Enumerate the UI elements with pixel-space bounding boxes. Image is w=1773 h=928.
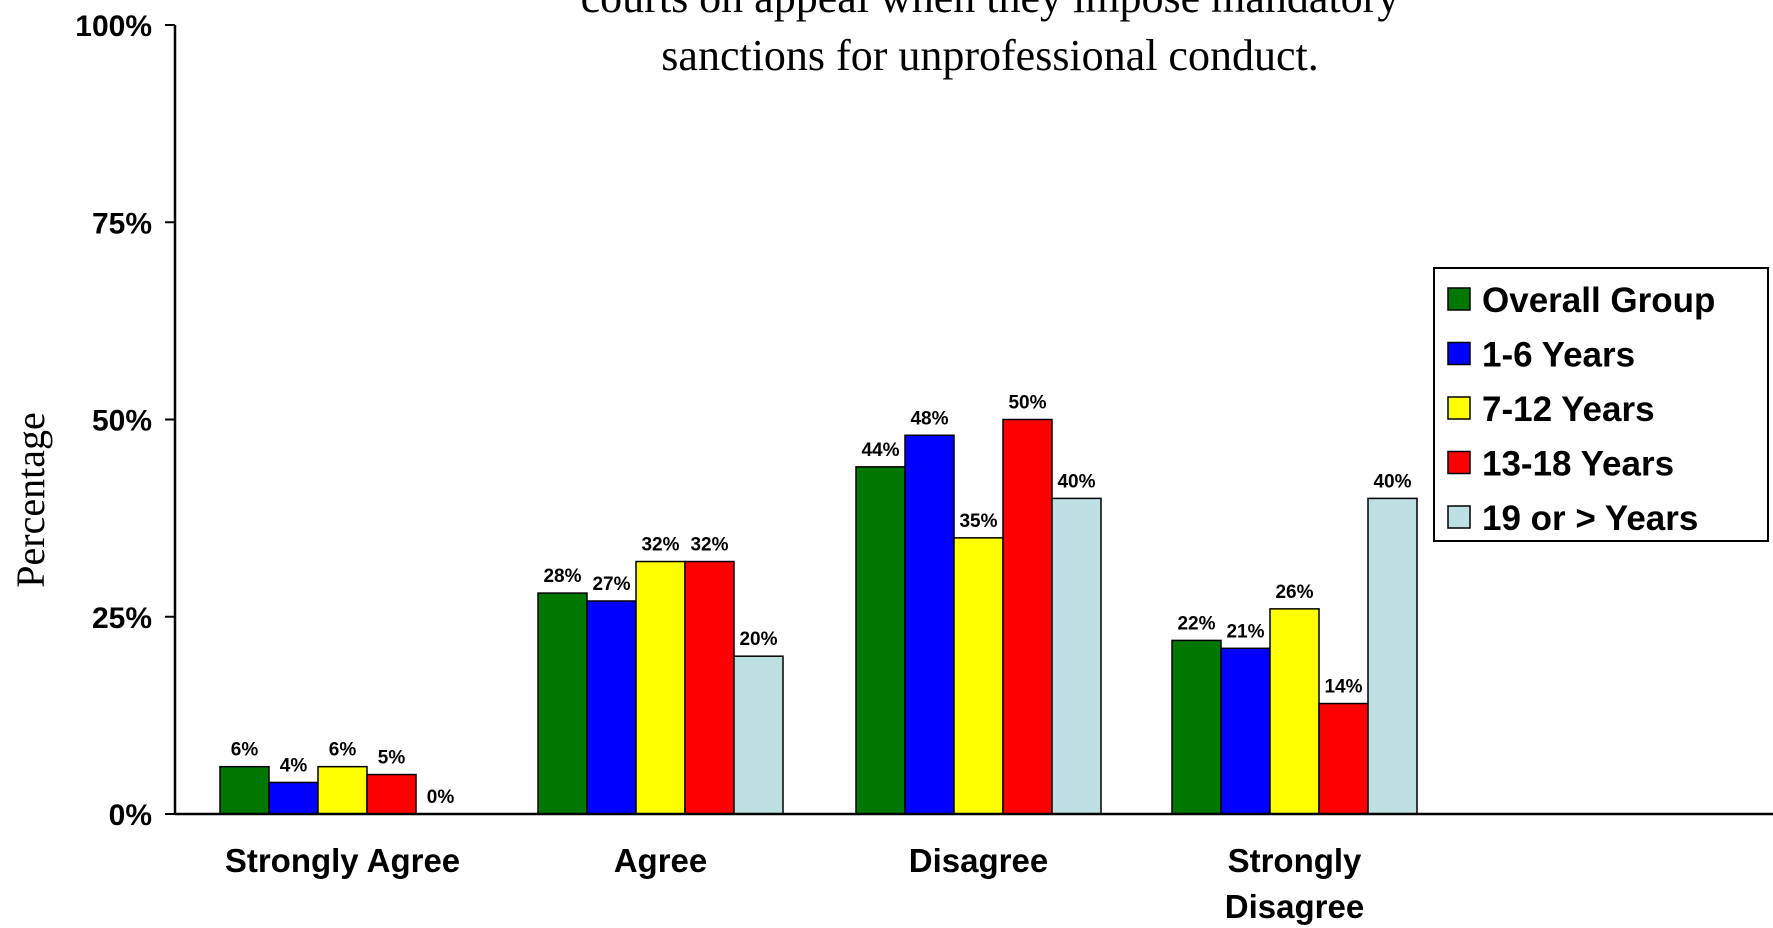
- bar: [1220, 647, 1271, 815]
- y-tick-label: 25%: [92, 602, 152, 635]
- bar: [537, 592, 588, 815]
- bar: [635, 560, 686, 815]
- legend-label: 13-18 Years: [1482, 445, 1674, 484]
- data-label: 6%: [231, 740, 259, 761]
- data-label: 20%: [739, 629, 777, 650]
- legend-swatch: [1447, 450, 1471, 475]
- data-label: 28%: [543, 566, 581, 587]
- bar: [953, 537, 1004, 815]
- legend-label: 7-12 Years: [1482, 390, 1655, 429]
- x-tick-label: Disagree: [909, 842, 1048, 879]
- legend: Overall Group 1-6 Years 7-12 Years 13-18 Ye…: [1433, 267, 1769, 542]
- bar: [855, 466, 906, 815]
- y-axis-label: Percentage: [8, 412, 53, 587]
- data-label: 40%: [1057, 471, 1095, 492]
- bars: [219, 418, 1418, 815]
- data-labels: 6% 28% 44% 22% 4% 27% 48% 21% 6% 32% 35% 26% 5% 32% 50…: [231, 393, 1412, 809]
- bar: [1269, 608, 1320, 815]
- data-label: 4%: [280, 755, 308, 776]
- x-axis-ticks: Strongly Agree Agree Disagree Strongly Disag…: [225, 842, 1364, 925]
- legend-box: [1433, 267, 1769, 542]
- bar: [1367, 497, 1418, 815]
- bar: [684, 560, 735, 815]
- x-tick-label-line: Disagree: [1225, 888, 1364, 925]
- legend-swatch: [1447, 287, 1471, 311]
- y-tick-label: 75%: [92, 207, 152, 240]
- bar: [1051, 497, 1102, 815]
- data-label: 44%: [861, 440, 899, 461]
- y-tick-label: 0%: [109, 799, 152, 832]
- legend-label: 1-6 Years: [1482, 336, 1635, 375]
- bar: [1171, 639, 1222, 815]
- x-tick-label-line: Disagree: [909, 842, 1048, 879]
- data-label: 27%: [592, 574, 630, 595]
- data-label: 0%: [427, 787, 455, 808]
- data-label: 22%: [1177, 613, 1215, 634]
- data-label: 26%: [1275, 582, 1313, 603]
- chart-title-line-2: sanctions for unprofessional conduct.: [661, 31, 1318, 80]
- data-label: 21%: [1226, 621, 1264, 642]
- x-tick-label-line: Agree: [614, 842, 708, 879]
- data-label: 6%: [329, 740, 357, 761]
- legend-swatch: [1447, 396, 1471, 420]
- chart-title-line-1: courts on appeal when they impose mandat…: [581, 0, 1400, 22]
- x-tick-label: Agree: [614, 842, 708, 879]
- data-label: 40%: [1373, 471, 1411, 492]
- bar: [268, 781, 319, 815]
- x-tick-label-line: Strongly Agree: [225, 842, 460, 879]
- legend-swatch: [1447, 505, 1471, 529]
- bar: [1318, 702, 1369, 815]
- data-label: 35%: [959, 511, 997, 532]
- bar: [586, 600, 637, 815]
- bar: [219, 765, 270, 815]
- legend-label: 19 or > Years: [1482, 499, 1698, 538]
- data-label: 50%: [1008, 393, 1046, 414]
- bar: [904, 434, 955, 815]
- data-label: 32%: [690, 535, 728, 556]
- legend-label: Overall Group: [1482, 281, 1715, 320]
- bar: [733, 655, 784, 815]
- x-tick-label: Strongly Disagree: [1225, 842, 1364, 925]
- data-label: 32%: [641, 535, 679, 556]
- bar: [366, 773, 417, 815]
- data-label: 48%: [910, 408, 948, 429]
- y-axis-ticks: 0% 25% 50% 75% 100%: [75, 10, 175, 832]
- y-tick-label: 100%: [75, 10, 152, 43]
- data-label: 14%: [1324, 677, 1362, 698]
- axes: [173, 25, 1773, 816]
- x-tick-label-line: Strongly: [1228, 842, 1362, 879]
- x-tick-label: Strongly Agree: [225, 842, 460, 879]
- bar: [317, 765, 368, 815]
- y-tick-label: 50%: [92, 405, 152, 438]
- chart-title: courts on appeal when they impose mandat…: [581, 0, 1400, 80]
- legend-swatch: [1447, 341, 1471, 366]
- data-label: 5%: [378, 748, 406, 769]
- bar: [1002, 418, 1053, 815]
